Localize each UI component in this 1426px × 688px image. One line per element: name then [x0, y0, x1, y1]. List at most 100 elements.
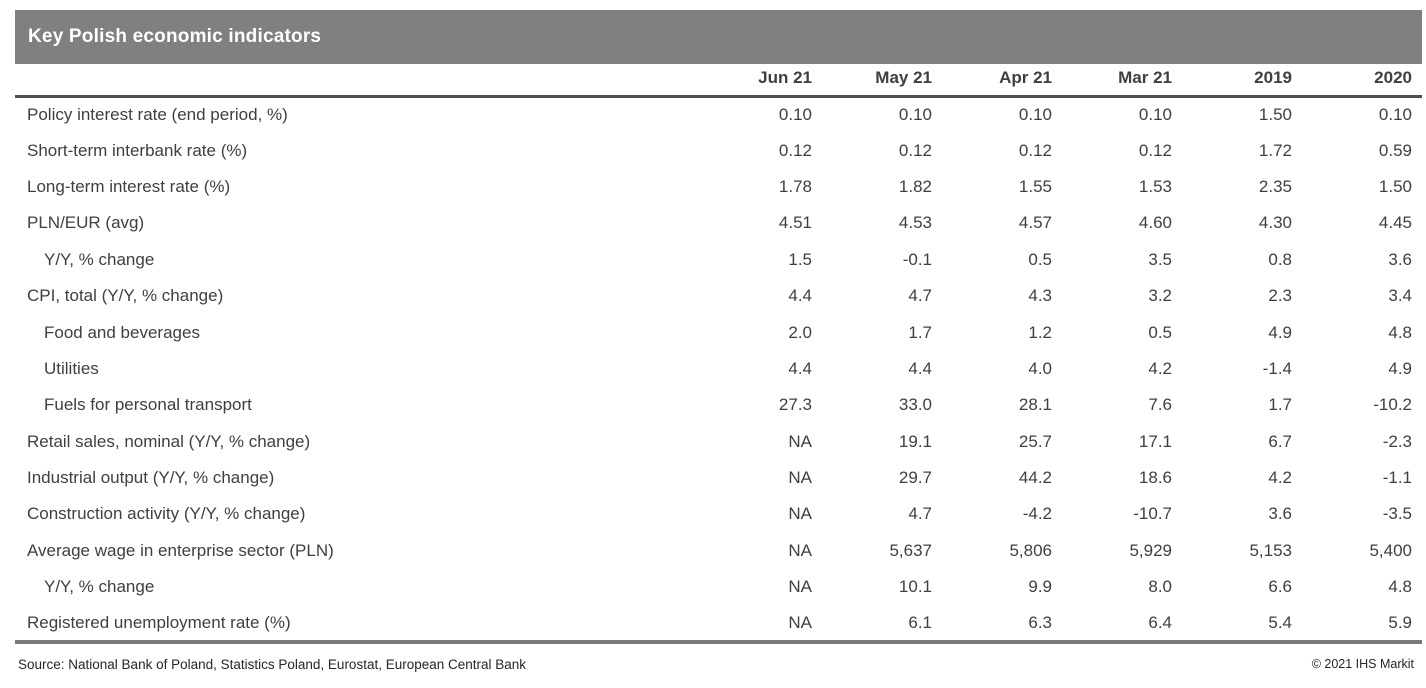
- value-cell: 1.72: [1258, 140, 1292, 160]
- value-cell: 44.2: [1018, 468, 1052, 488]
- value-cell: 6.1: [908, 612, 932, 632]
- value-cell: 3.6: [1388, 249, 1412, 269]
- value-cell: 4.53: [898, 213, 932, 233]
- value-cell: 28.1: [1018, 395, 1052, 415]
- value-cell: -0.1: [902, 249, 932, 269]
- value-cell: 3.4: [1388, 286, 1412, 306]
- table-row: Y/Y, % change 1.5 -0.1 0.5 3.5 0.8 3.6: [15, 242, 1422, 278]
- indicators-table: Jun 21 May 21 Apr 21 Mar 21 2019 2020 Policy …: [15, 64, 1422, 644]
- value-cell: 1.7: [908, 322, 932, 342]
- table-row: Industrial output (Y/Y, % change) NA 29.7 4…: [15, 460, 1422, 496]
- table-title: Key Polish economic indicators: [28, 26, 322, 47]
- header-label-spacer: [15, 64, 702, 98]
- value-cell: -3.5: [1382, 504, 1412, 524]
- row-label: Y/Y, % change: [44, 249, 155, 269]
- value-cell: 6.4: [1148, 612, 1172, 632]
- value-cell: 0.5: [1028, 249, 1052, 269]
- value-cell: 1.7: [1268, 395, 1292, 415]
- row-label: Policy interest rate (end period, %): [27, 104, 288, 124]
- value-cell: 5,400: [1369, 540, 1412, 560]
- value-cell: 6.7: [1268, 431, 1292, 451]
- value-cell: NA: [788, 468, 812, 488]
- value-cell: 4.2: [1268, 468, 1292, 488]
- value-cell: 2.0: [788, 322, 812, 342]
- value-cell: -10.2: [1373, 395, 1412, 415]
- column-header: 2020: [1302, 64, 1422, 98]
- table-row: Short-term interbank rate (%) 0.12 0.12 0.1…: [15, 132, 1422, 168]
- table-row: Policy interest rate (end period, %) 0.10…: [15, 96, 1422, 132]
- value-cell: 0.59: [1378, 140, 1412, 160]
- table-body: Policy interest rate (end period, %) 0.10…: [15, 96, 1422, 642]
- value-cell: 33.0: [898, 395, 932, 415]
- value-cell: 27.3: [778, 395, 812, 415]
- table-row: Retail sales, nominal (Y/Y, % change) NA 1…: [15, 424, 1422, 460]
- value-cell: -10.7: [1133, 504, 1172, 524]
- value-cell: 1.53: [1138, 176, 1172, 196]
- value-cell: 1.50: [1258, 104, 1292, 124]
- value-cell: 1.5: [788, 249, 812, 269]
- row-label: PLN/EUR (avg): [27, 213, 145, 233]
- value-cell: 4.4: [788, 286, 812, 306]
- value-cell: 0.10: [1018, 104, 1052, 124]
- value-cell: 29.7: [898, 468, 932, 488]
- value-cell: 0.10: [898, 104, 932, 124]
- row-label: Fuels for personal transport: [44, 395, 252, 415]
- value-cell: 6.6: [1268, 577, 1292, 597]
- table-row: Average wage in enterprise sector (PLN) N…: [15, 533, 1422, 569]
- value-cell: NA: [788, 577, 812, 597]
- value-cell: 0.10: [1378, 104, 1412, 124]
- value-cell: 9.9: [1028, 577, 1052, 597]
- table-row: CPI, total (Y/Y, % change) 4.4 4.7 4.3 3.2 2.…: [15, 278, 1422, 314]
- column-header: Apr 21: [942, 64, 1062, 98]
- value-cell: -1.1: [1382, 468, 1412, 488]
- table-row: Food and beverages 2.0 1.7 1.2 0.5 4.9 4.8: [15, 314, 1422, 350]
- value-cell: 0.10: [778, 104, 812, 124]
- value-cell: 0.8: [1268, 249, 1292, 269]
- table-row: Y/Y, % change NA 10.1 9.9 8.0 6.6 4.8: [15, 569, 1422, 605]
- column-header: Jun 21: [702, 64, 822, 98]
- value-cell: 5,637: [889, 540, 932, 560]
- value-cell: 3.5: [1148, 249, 1172, 269]
- value-cell: 6.3: [1028, 612, 1052, 632]
- value-cell: 1.50: [1378, 176, 1412, 196]
- row-label: Long-term interest rate (%): [27, 176, 231, 196]
- copyright-note: © 2021 IHS Markit: [1311, 656, 1414, 671]
- value-cell: 4.45: [1378, 213, 1412, 233]
- row-label: Food and beverages: [44, 322, 200, 342]
- table-row: Fuels for personal transport 27.3 33.0 28.1…: [15, 387, 1422, 423]
- value-cell: 4.4: [908, 358, 932, 378]
- value-cell: 1.82: [898, 176, 932, 196]
- value-cell: 4.8: [1388, 577, 1412, 597]
- row-label: Industrial output (Y/Y, % change): [27, 468, 275, 488]
- table-row: Construction activity (Y/Y, % change) NA 4…: [15, 496, 1422, 532]
- value-cell: 3.6: [1268, 504, 1292, 524]
- value-cell: NA: [788, 612, 812, 632]
- value-cell: 1.78: [778, 176, 812, 196]
- table-row: Long-term interest rate (%) 1.78 1.82 1.55 1…: [15, 169, 1422, 205]
- column-header: May 21: [822, 64, 942, 98]
- value-cell: 1.55: [1018, 176, 1052, 196]
- table-row: Utilities 4.4 4.4 4.0 4.2 -1.4 4.9: [15, 351, 1422, 387]
- row-label: Average wage in enterprise sector (PLN): [27, 540, 334, 560]
- table-row: PLN/EUR (avg) 4.51 4.53 4.57 4.60 4.30 4.45: [15, 205, 1422, 241]
- row-label: CPI, total (Y/Y, % change): [27, 286, 224, 306]
- value-cell: 4.7: [908, 504, 932, 524]
- value-cell: 2.3: [1268, 286, 1292, 306]
- value-cell: 0.5: [1148, 322, 1172, 342]
- value-cell: 4.0: [1028, 358, 1052, 378]
- column-header: Mar 21: [1062, 64, 1182, 98]
- value-cell: 3.2: [1148, 286, 1172, 306]
- value-cell: 5,806: [1009, 540, 1052, 560]
- value-cell: 4.9: [1268, 322, 1292, 342]
- row-label: Construction activity (Y/Y, % change): [27, 504, 306, 524]
- value-cell: 17.1: [1138, 431, 1172, 451]
- value-cell: 1.2: [1028, 322, 1052, 342]
- figure-footer: Source: National Bank of Poland, Statist…: [15, 657, 1422, 672]
- row-label: Y/Y, % change: [44, 577, 155, 597]
- value-cell: 4.3: [1028, 286, 1052, 306]
- value-cell: 0.12: [898, 140, 932, 160]
- source-note: Source: National Bank of Poland, Statist…: [18, 656, 527, 672]
- value-cell: NA: [788, 431, 812, 451]
- value-cell: 0.12: [1138, 140, 1172, 160]
